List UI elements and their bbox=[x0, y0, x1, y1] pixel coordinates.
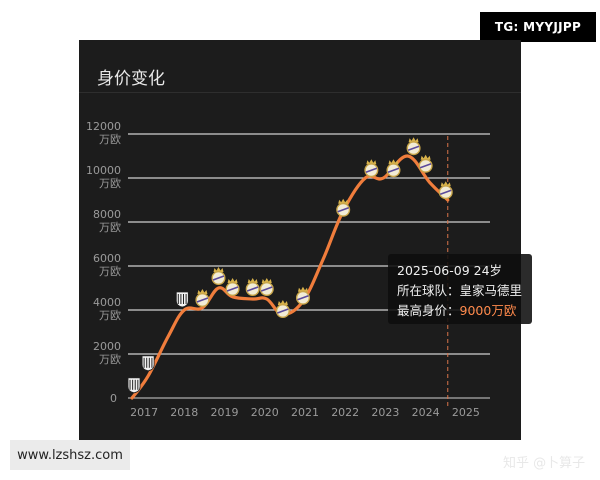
chart-panel: 身价变化 0 2000 万欧 4000 万欧 6000 万欧 8000 万欧 10000 万欧 120… bbox=[79, 40, 585, 471]
santos-badge-icon bbox=[141, 355, 155, 372]
y-tick-label: 4000 bbox=[93, 296, 121, 309]
real-madrid-badge-icon bbox=[245, 278, 260, 297]
y-tick-label: 6000 bbox=[93, 252, 121, 265]
tooltip-club: 皇家马德里 bbox=[459, 283, 523, 298]
y-tick-unit: 万欧 bbox=[99, 133, 121, 146]
x-tick-label: 2021 bbox=[291, 406, 319, 419]
real-madrid-badge-icon bbox=[259, 278, 274, 297]
x-tick-label: 2024 bbox=[412, 406, 440, 419]
santos-badge-icon bbox=[175, 291, 189, 308]
x-tick-label: 2017 bbox=[130, 406, 158, 419]
x-tick-label: 2020 bbox=[251, 406, 279, 419]
panel-divider bbox=[79, 92, 521, 93]
x-tick-label: 2025 bbox=[452, 406, 480, 419]
real-madrid-badge-icon bbox=[211, 267, 226, 286]
real-madrid-badge-icon bbox=[275, 300, 290, 319]
y-tick-unit: 万欧 bbox=[99, 177, 121, 190]
tooltip-date-age: 2025-06-09 24岁 bbox=[397, 263, 503, 278]
panel-title: 身价变化 bbox=[97, 69, 165, 89]
watermark: www.lzshsz.com bbox=[10, 440, 130, 470]
y-tick-unit: 万欧 bbox=[99, 221, 121, 234]
x-tick-label: 2022 bbox=[331, 406, 359, 419]
real-madrid-badge-icon bbox=[364, 159, 379, 178]
tooltip-value-row: 最高身价：9000万欧 bbox=[397, 300, 516, 319]
credit: 知乎 @卜算子 bbox=[503, 456, 586, 471]
market-value-chart: 02000万欧4000万欧6000万欧8000万欧10000万欧12000万欧2… bbox=[86, 120, 490, 419]
tooltip-club-row: 所在球队：皇家马德里 bbox=[397, 280, 522, 299]
real-madrid-badge-icon bbox=[406, 137, 421, 156]
tg-label: TG: MYYJJPP bbox=[480, 12, 596, 42]
y-tick-label: 10000 bbox=[86, 164, 121, 177]
x-tick-label: 2018 bbox=[170, 406, 198, 419]
y-tick-unit: 万欧 bbox=[99, 309, 121, 322]
x-tick-label: 2023 bbox=[371, 406, 399, 419]
real-madrid-badge-icon bbox=[386, 159, 401, 178]
real-madrid-badge-icon bbox=[225, 278, 240, 297]
y-tick-label: 2000 bbox=[93, 340, 121, 353]
y-tick-label: 0 bbox=[110, 392, 117, 405]
real-madrid-badge-icon bbox=[295, 286, 310, 305]
real-madrid-badge-icon bbox=[195, 289, 210, 308]
tooltip: 2025-06-09 24岁 所在球队：皇家马德里 最高身价：9000万欧 bbox=[388, 254, 532, 324]
real-madrid-badge-icon bbox=[336, 198, 351, 217]
santos-badge-icon bbox=[127, 377, 141, 394]
y-tick-unit: 万欧 bbox=[99, 265, 121, 278]
real-madrid-badge-icon bbox=[418, 154, 433, 173]
real-madrid-badge-icon bbox=[438, 181, 453, 200]
series-line bbox=[130, 154, 450, 400]
x-tick-label: 2019 bbox=[211, 406, 239, 419]
y-tick-unit: 万欧 bbox=[99, 353, 121, 366]
y-tick-label: 12000 bbox=[86, 120, 121, 133]
y-tick-label: 8000 bbox=[93, 208, 121, 221]
tooltip-club-label: 所在球队： bbox=[397, 283, 460, 298]
tooltip-value: 9000万欧 bbox=[459, 303, 517, 318]
tooltip-value-label: 最高身价： bbox=[397, 303, 460, 318]
